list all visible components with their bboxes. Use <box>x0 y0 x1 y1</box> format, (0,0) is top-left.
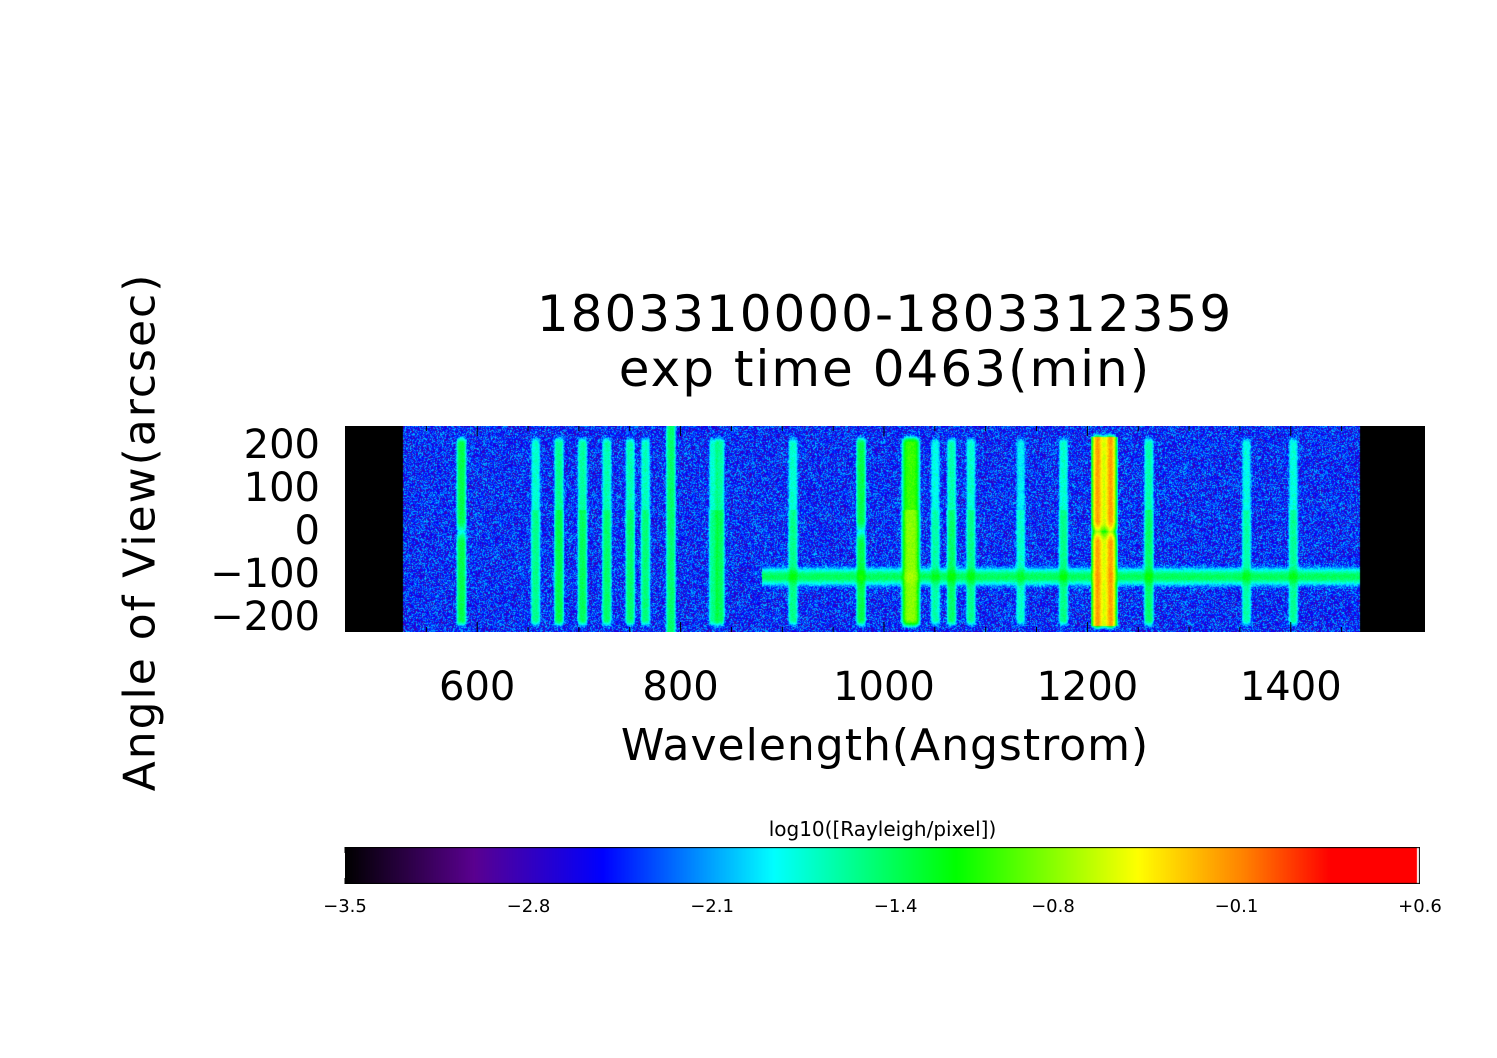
y-tick-label: −200 <box>210 593 320 640</box>
colorbar-label: log10([Rayleigh/pixel]) <box>768 817 997 841</box>
colorbar-tick-label: +0.6 <box>1398 896 1442 917</box>
y-tick-label: 100 <box>243 465 320 512</box>
x-tick-label: 1200 <box>1036 664 1139 710</box>
x-tick-label: 1400 <box>1239 664 1342 710</box>
colorbar-tick-label: −0.8 <box>1031 896 1075 917</box>
chart-title-line-2: exp time 0463(min) <box>618 340 1152 398</box>
y-tick-label: 200 <box>243 422 320 469</box>
x-tick-label: 600 <box>439 664 516 710</box>
colorbar <box>345 847 1420 884</box>
x-axis-label: Wavelength(Angstrom) <box>620 720 1150 771</box>
spectrum-heatmap <box>345 426 1425 632</box>
y-tick-label: −100 <box>210 551 320 598</box>
x-tick-label: 800 <box>642 664 719 710</box>
colorbar-tick-label: −0.1 <box>1214 896 1259 917</box>
colorbar-tick-label: −2.8 <box>506 896 551 917</box>
y-axis-label: Angle of View(arcsec) <box>114 272 166 792</box>
colorbar-tick-label: −2.1 <box>690 896 734 917</box>
chart-title-line-1: 1803310000-1803312359 <box>536 285 1234 343</box>
x-tick-label: 1000 <box>833 664 935 710</box>
colorbar-tick-label: −1.4 <box>873 896 918 917</box>
y-tick-label: 0 <box>294 508 320 555</box>
colorbar-tick-label: −3.5 <box>323 896 367 917</box>
